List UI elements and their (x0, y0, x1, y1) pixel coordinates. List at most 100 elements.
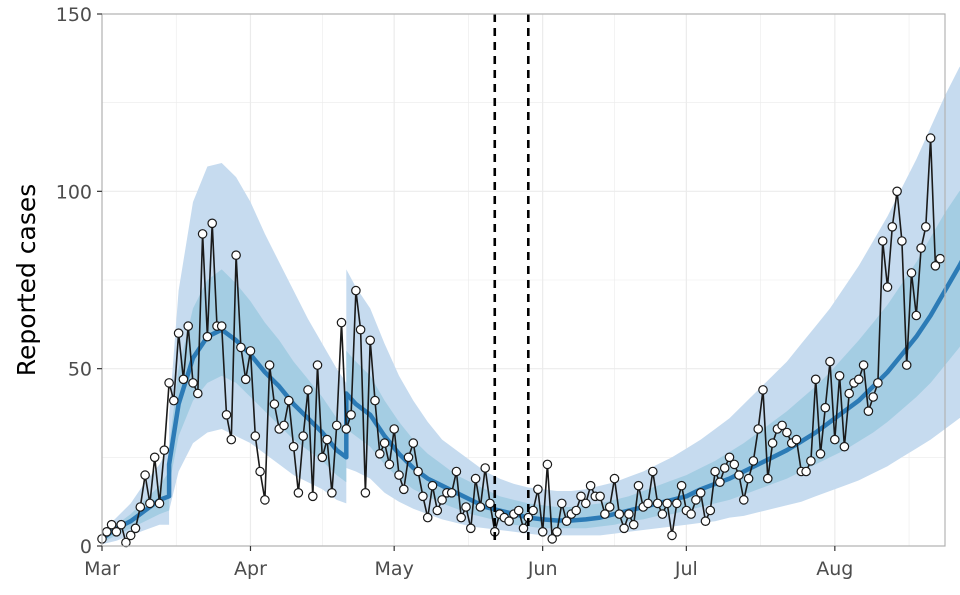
observed-point (470, 473, 481, 484)
y-axis-title: Reported cases (12, 184, 41, 377)
observed-point (121, 537, 131, 548)
observed-line (101, 137, 941, 544)
observed-point (240, 374, 251, 385)
observed-point (159, 445, 170, 455)
observed-point (695, 487, 706, 498)
observed-point (925, 133, 936, 143)
observed-point (465, 523, 476, 534)
observed-point (897, 236, 907, 246)
observed-point (715, 477, 725, 487)
observed-point (135, 502, 146, 512)
observed-point (552, 526, 562, 537)
observed-point (298, 431, 308, 441)
observed-point (226, 434, 237, 445)
observed-point (432, 505, 443, 516)
observed-point (446, 487, 457, 498)
observed-point (686, 509, 696, 519)
observed-point (327, 487, 337, 498)
observed-point (279, 420, 289, 431)
observed-point (671, 498, 682, 509)
observed-point (164, 378, 174, 388)
observed-point (633, 480, 644, 491)
observed-point (738, 495, 749, 505)
observed-point (264, 360, 275, 370)
observed-point (374, 448, 385, 459)
observed-point (475, 502, 486, 512)
observed-point (303, 385, 313, 395)
observed-point (197, 229, 208, 239)
panel-border (101, 13, 946, 547)
observed-point (116, 519, 126, 530)
observed-point (331, 420, 342, 431)
observed-point (351, 285, 361, 296)
observed-point (700, 516, 711, 526)
observed-point (140, 470, 150, 480)
observed-point (485, 498, 495, 509)
observed-point (547, 534, 557, 544)
observed-point (858, 360, 869, 370)
observed-point (269, 399, 280, 409)
observed-point (753, 424, 763, 434)
observed-point (518, 523, 529, 534)
observed-point (317, 452, 328, 463)
observed-point (801, 466, 811, 477)
observed-point (652, 498, 663, 509)
observed-point (221, 409, 232, 420)
observed-point (283, 395, 294, 406)
observed-point (911, 310, 922, 321)
observed-point (810, 374, 821, 385)
observed-point (288, 441, 299, 452)
observed-point (207, 218, 217, 229)
observed-point (125, 530, 136, 541)
inner-uncertainty-band (102, 190, 960, 543)
observed-point (408, 438, 419, 448)
observed-point (451, 466, 462, 477)
observed-point (188, 378, 198, 388)
x-tick-label: May (375, 558, 414, 580)
observed-point (111, 526, 122, 537)
observed-point (600, 509, 610, 519)
observed-point (193, 388, 203, 399)
observed-point (293, 487, 304, 498)
x-tick-label: Jul (674, 558, 698, 580)
observed-point (571, 505, 581, 516)
observed-series (97, 133, 945, 548)
observed-point (513, 505, 524, 516)
observed-point (365, 335, 375, 346)
observed-point (346, 409, 356, 420)
observed-point (260, 495, 270, 505)
observed-point (145, 498, 155, 509)
observed-point (398, 484, 409, 495)
observed-point (825, 356, 835, 367)
x-tick-label: Mar (84, 558, 120, 580)
observed-point (820, 402, 831, 413)
vertical-reference-lines (493, 14, 530, 546)
observed-point (106, 519, 117, 530)
observed-point (667, 530, 677, 541)
observed-point (556, 498, 567, 509)
observed-point (873, 378, 883, 388)
x-tick-label: Jun (527, 558, 558, 580)
observed-point (868, 392, 878, 402)
observed-point (595, 491, 605, 502)
observed-point (360, 487, 371, 498)
observed-point (456, 512, 466, 523)
observed-point (657, 509, 668, 519)
observed-point (236, 342, 246, 353)
observed-point (437, 495, 447, 505)
observed-point (576, 491, 586, 502)
observed-point (202, 331, 213, 342)
observed-point (853, 374, 864, 385)
observed-point (729, 459, 740, 470)
observed-point (154, 498, 165, 509)
observed-point (844, 388, 854, 399)
observed-point (705, 505, 716, 516)
observed-point (130, 523, 141, 534)
observed-point (743, 473, 754, 484)
y-tick-label: 100 (56, 181, 92, 203)
observed-point (384, 459, 395, 470)
observed-point (791, 434, 802, 445)
observed-point (379, 438, 390, 448)
observed-point (403, 452, 414, 463)
observed-point (877, 236, 888, 246)
